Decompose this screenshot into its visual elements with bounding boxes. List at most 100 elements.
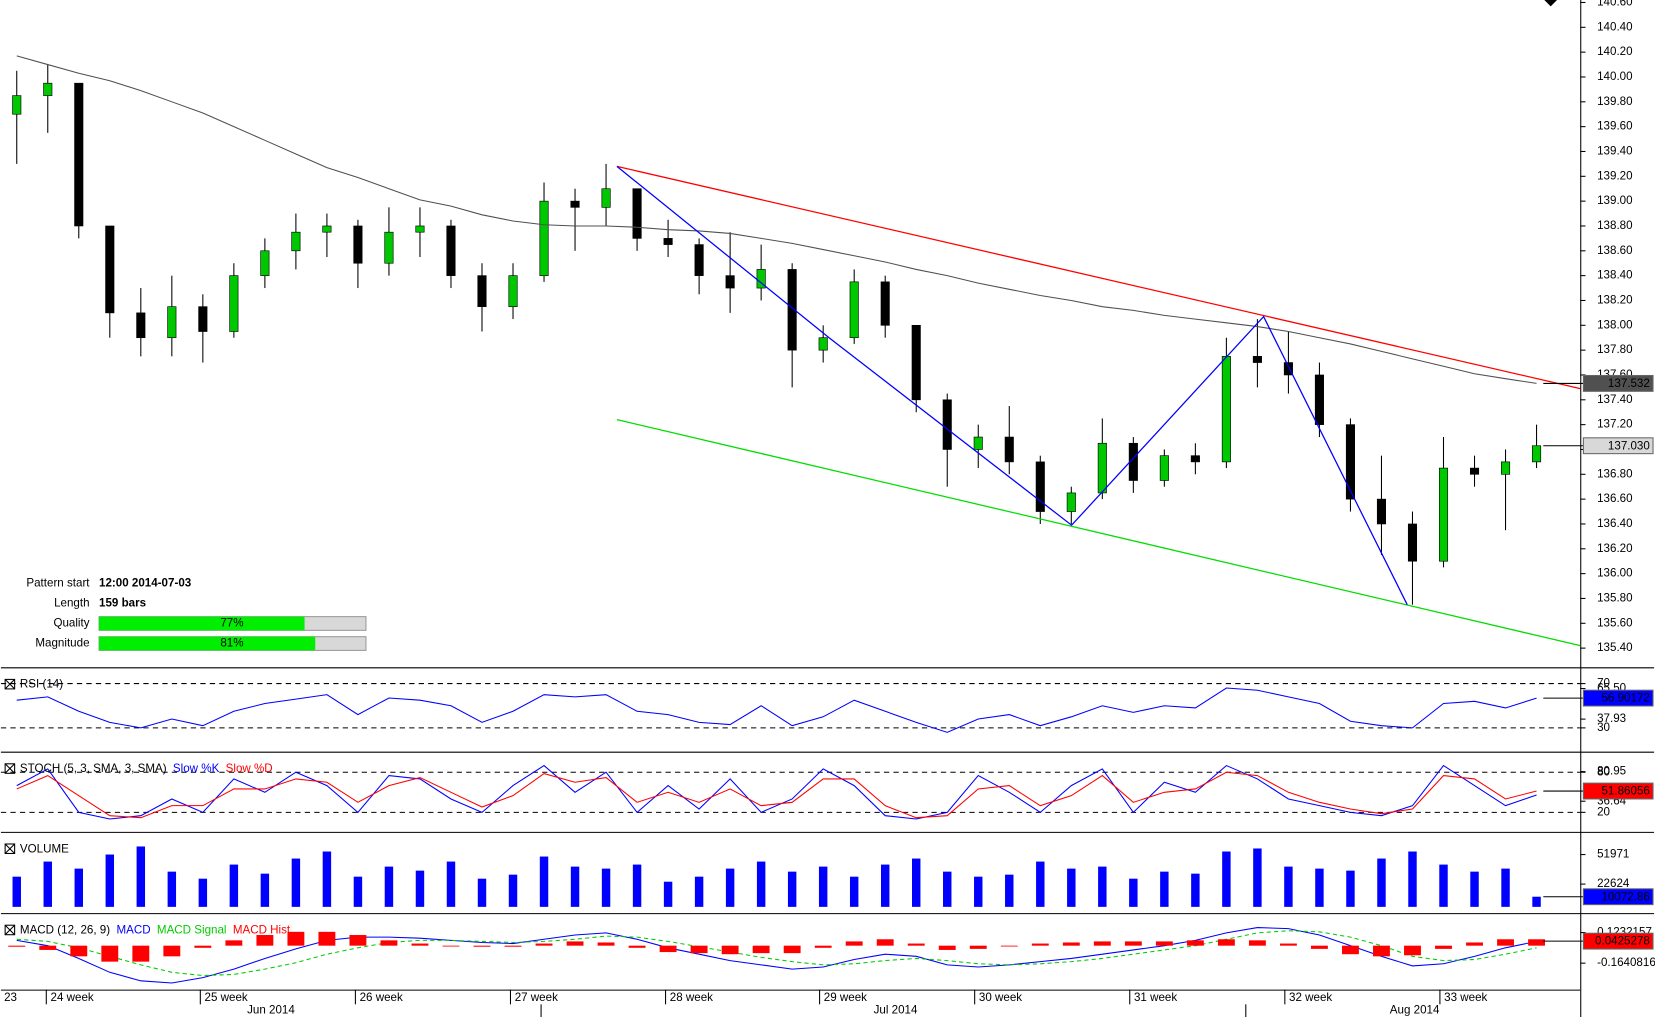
stat-value: 77% — [220, 617, 243, 630]
histogram-bar — [8, 945, 26, 947]
histogram-bar — [411, 943, 429, 946]
y-tick-label: 139.20 — [1597, 169, 1632, 182]
candle-body — [942, 399, 952, 450]
histogram-bar — [1031, 943, 1049, 946]
histogram-bar — [597, 942, 615, 946]
panel-close-icon — [4, 763, 16, 774]
candle-body — [849, 281, 859, 339]
y-tick-label: 80 — [1597, 765, 1610, 778]
scroll-marker[interactable] — [1544, 0, 1558, 7]
candle-body — [1532, 445, 1542, 463]
y-tick-label: 138.00 — [1597, 318, 1632, 331]
volume-bar — [136, 846, 146, 907]
panel-close-icon — [4, 678, 16, 690]
volume-bar — [725, 868, 735, 907]
info-value: 159 bars — [99, 597, 146, 610]
histogram-bar — [1279, 943, 1297, 946]
candle-body — [1221, 356, 1231, 463]
histogram-bar — [101, 945, 119, 962]
volume-bar — [446, 861, 456, 907]
histogram-bar — [969, 945, 987, 949]
y-tick-label: 80.95 — [1597, 765, 1626, 778]
candle-body — [1190, 455, 1200, 463]
candle-body — [74, 82, 84, 227]
y-tick-label: 135.80 — [1597, 592, 1632, 605]
candle-body — [291, 231, 301, 252]
week-label: 26 week — [360, 991, 403, 1004]
candle-body — [415, 225, 425, 233]
y-tick-label: 139.80 — [1597, 95, 1632, 108]
histogram-bar — [1248, 940, 1266, 946]
week-label: 32 week — [1289, 991, 1332, 1004]
value-box-label: 137.030 — [1608, 439, 1650, 452]
histogram-bar — [1342, 945, 1359, 955]
histogram-bar — [721, 945, 739, 955]
histogram-bar — [876, 939, 894, 946]
y-tick-label: 139.60 — [1597, 120, 1632, 133]
candle-body — [1438, 467, 1449, 562]
histogram-bar — [287, 931, 305, 946]
histogram-bar — [628, 945, 646, 948]
volume-bar — [1067, 868, 1076, 907]
histogram-bar — [504, 945, 522, 947]
volume-bar — [1160, 871, 1169, 907]
volume-bar — [1315, 868, 1324, 907]
histogram-bar — [1062, 942, 1080, 946]
candle-body — [1066, 492, 1076, 512]
histogram-bar — [1435, 945, 1452, 949]
series-line — [16, 687, 1537, 733]
candle-body — [136, 312, 146, 339]
value-box — [1582, 374, 1654, 392]
histogram-bar — [1000, 945, 1018, 947]
value-box-label: 10072.86 — [1601, 890, 1649, 903]
y-tick-label: 136.20 — [1597, 542, 1632, 555]
panel-close-icon — [4, 924, 16, 936]
histogram-bar — [907, 943, 925, 946]
candle-body — [818, 337, 828, 351]
histogram-bar — [783, 945, 801, 954]
candle-body — [1469, 467, 1480, 475]
histogram-bar — [1497, 939, 1514, 946]
volume-bar — [663, 881, 673, 907]
candle-body — [725, 275, 735, 289]
stat-value: 81% — [220, 637, 243, 650]
histogram-bar — [1093, 941, 1111, 946]
panel-close-icon — [4, 843, 16, 854]
info-label: Pattern start — [26, 576, 90, 589]
y-tick-label: 20 — [1597, 805, 1610, 818]
y-tick-label: 136.40 — [1597, 517, 1632, 530]
panel-close-icon — [4, 763, 16, 774]
histogram-bar — [1186, 940, 1204, 946]
histogram-bar — [70, 945, 88, 957]
y-tick-label: 136.80 — [1597, 467, 1632, 480]
candle-body — [477, 275, 487, 307]
volume-bar — [415, 870, 425, 907]
histogram-bar — [1310, 945, 1328, 949]
value-box — [1582, 689, 1654, 707]
volume-bar — [1222, 851, 1231, 907]
candle-body — [787, 269, 797, 351]
y-tick-label: 70 — [1597, 677, 1610, 690]
y-tick-label: 138.80 — [1597, 219, 1632, 232]
week-label: 23 — [4, 991, 17, 1004]
histogram-bar — [814, 945, 832, 948]
candle-body — [570, 200, 580, 208]
indicator-title-text: VOLUME — [20, 842, 69, 855]
volume-bar — [912, 858, 921, 907]
volume-bar — [229, 864, 239, 907]
histogram-bar — [1155, 941, 1173, 946]
volume-bar — [477, 878, 487, 907]
month-label: Jul 2014 — [874, 1004, 918, 1017]
volume-bar — [1284, 866, 1293, 907]
histogram-bar — [39, 945, 57, 950]
y-tick-label: 136.60 — [1597, 492, 1632, 505]
candle-body — [663, 238, 673, 245]
volume-bar — [43, 861, 52, 907]
volume-bar — [756, 861, 766, 907]
moving-average — [16, 55, 1537, 384]
volume-bar — [291, 858, 301, 907]
volume-bar — [1346, 870, 1355, 907]
indicator-title-text: MACD (12, 26, 9) — [20, 924, 110, 937]
